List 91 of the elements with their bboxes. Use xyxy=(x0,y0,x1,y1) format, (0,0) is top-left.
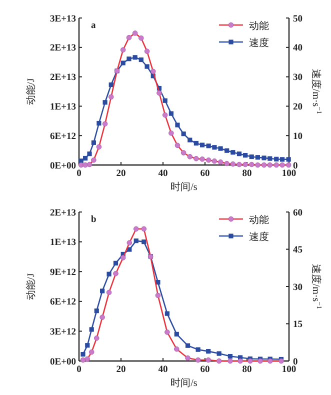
point xyxy=(188,138,192,142)
point xyxy=(87,152,92,156)
y-axis-title: 动能/J xyxy=(25,78,37,105)
y-tick-label: 9E+12 xyxy=(50,268,76,278)
y-tick-label: 1E+13 xyxy=(50,102,76,112)
point xyxy=(206,349,211,354)
point xyxy=(162,98,168,103)
x-tick-label: 0 xyxy=(76,169,82,179)
point xyxy=(144,64,150,69)
point xyxy=(206,144,211,148)
y2-tick-label: 20 xyxy=(293,102,303,112)
point xyxy=(94,308,99,314)
point xyxy=(268,156,272,161)
x-tick-label: 40 xyxy=(158,169,168,179)
point xyxy=(168,111,174,116)
point xyxy=(196,347,200,352)
point xyxy=(127,247,132,252)
y-axis-title: 动能/J xyxy=(25,273,37,300)
point xyxy=(175,122,180,128)
point xyxy=(249,154,254,160)
legend-label: 速度 xyxy=(249,37,269,49)
point xyxy=(255,155,260,160)
annotation: b xyxy=(91,215,96,225)
x-tick-label: 60 xyxy=(200,169,210,179)
x-axis-title: 时间/s xyxy=(170,181,198,193)
y-tick-label: 0E+00 xyxy=(50,161,76,172)
point xyxy=(138,57,144,62)
y-tick-label: 1E+13 xyxy=(50,238,76,248)
y2-tick-label: 45 xyxy=(293,246,303,256)
point xyxy=(89,327,94,332)
point xyxy=(142,240,146,244)
point xyxy=(126,56,132,62)
point xyxy=(134,238,138,244)
point xyxy=(224,148,230,153)
y-tick-label: 3E+12 xyxy=(50,328,76,338)
y2-tick-label: 30 xyxy=(293,282,303,293)
point xyxy=(262,156,266,160)
point xyxy=(218,146,223,151)
legend-label: 动能 xyxy=(249,20,269,32)
point xyxy=(91,140,96,145)
point xyxy=(113,260,118,266)
x-tick-label: 20 xyxy=(116,365,126,375)
y-tick-label: 6E+12 xyxy=(50,298,76,308)
point xyxy=(243,153,248,158)
y-tick-label: 2E+13 xyxy=(50,44,76,54)
point xyxy=(194,140,198,146)
point xyxy=(236,152,242,156)
y-tick-label: 3E+13 xyxy=(50,14,76,24)
point xyxy=(96,120,102,126)
point xyxy=(181,132,186,136)
point xyxy=(228,354,232,359)
x-tick-label: 80 xyxy=(242,365,252,375)
y2-tick-label: 40 xyxy=(293,44,303,54)
y2-tick-label: 60 xyxy=(293,208,303,218)
point xyxy=(286,157,291,162)
point xyxy=(106,272,112,276)
point xyxy=(200,142,205,148)
y-tick-label: 2E+13 xyxy=(50,73,76,84)
point xyxy=(132,55,138,60)
x-tick-label: 40 xyxy=(158,365,168,375)
point xyxy=(212,145,217,150)
point xyxy=(102,100,108,105)
point xyxy=(164,311,170,316)
point xyxy=(216,351,222,356)
point xyxy=(174,332,179,336)
y2-tick-label: 50 xyxy=(293,14,303,24)
point xyxy=(83,156,88,161)
x-tick-label: 100 xyxy=(282,169,296,179)
y-tick-label: 6E+12 xyxy=(50,132,76,142)
y-tick-label: 2E+13 xyxy=(50,208,76,218)
point xyxy=(185,343,190,348)
x-tick-label: 60 xyxy=(200,365,210,375)
y2-tick-label: 10 xyxy=(293,132,303,142)
y2-tick-label: 30 xyxy=(293,73,303,84)
point xyxy=(120,60,126,66)
legend-label: 速度 xyxy=(249,231,269,243)
annotation: a xyxy=(91,21,96,31)
point xyxy=(85,343,90,348)
point xyxy=(274,156,279,162)
x-tick-label: 100 xyxy=(282,365,296,375)
x-tick-label: 0 xyxy=(76,365,82,375)
point xyxy=(230,150,236,155)
x-tick-label: 80 xyxy=(242,169,252,179)
point xyxy=(80,352,86,357)
x-axis-title: 时间/s xyxy=(170,377,198,389)
legend-label: 动能 xyxy=(249,214,269,226)
point xyxy=(280,157,285,162)
point xyxy=(100,288,105,294)
y2-tick-label: 15 xyxy=(293,320,303,330)
x-tick-label: 20 xyxy=(116,169,126,179)
y-tick-label: 0E+00 xyxy=(50,357,76,368)
